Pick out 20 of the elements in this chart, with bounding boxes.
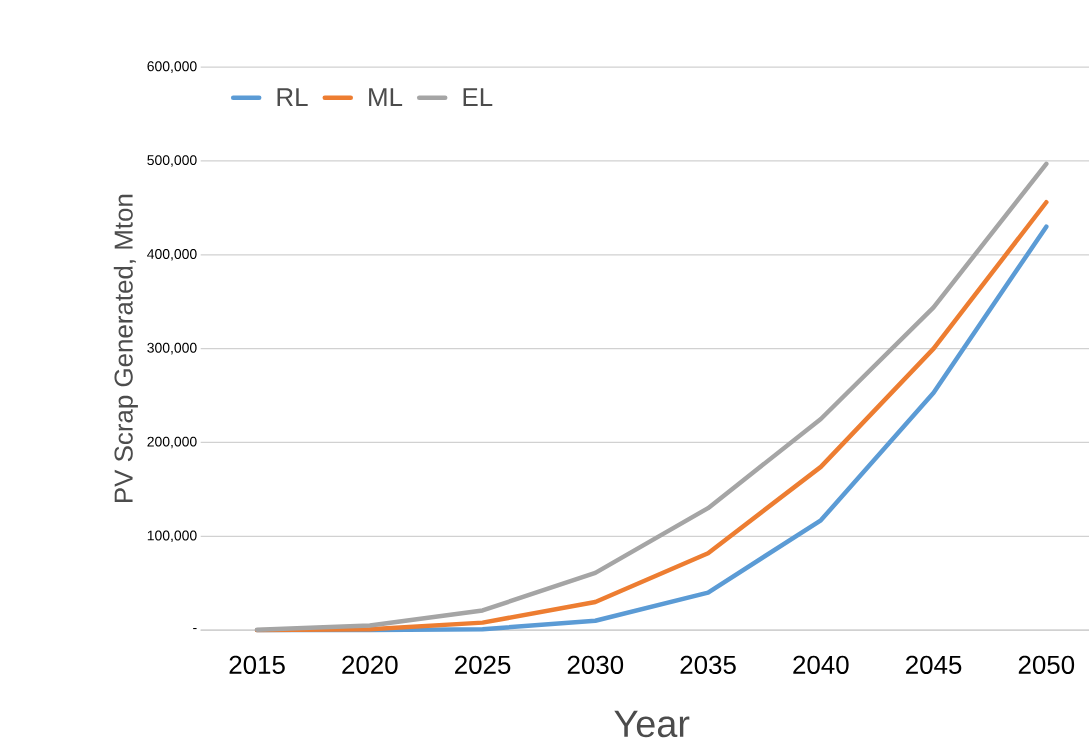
legend-label: RL: [277, 88, 308, 107]
y-tick-label: 600,000: [147, 61, 197, 73]
x-tick-label: 2020: [342, 655, 398, 674]
x-tick-label: 2040: [793, 655, 849, 674]
y-tick-label: 500,000: [147, 155, 197, 167]
y-tick-label: 200,000: [147, 436, 197, 449]
y-axis-title: PV Scrap Generated, Mton: [113, 194, 138, 502]
x-tick-label: 2015: [229, 655, 285, 674]
x-tick-label: 2050: [1018, 655, 1075, 674]
legend-label: EL: [463, 88, 493, 107]
legend-label: ML: [369, 88, 403, 107]
y-tick-label: -: [193, 628, 197, 630]
y-tick-label: 100,000: [147, 530, 197, 543]
x-axis-title: Year: [614, 710, 690, 738]
x-tick-label: 2025: [455, 655, 511, 674]
x-tick-label: 2035: [680, 655, 736, 674]
x-tick-label: 2030: [567, 655, 624, 674]
y-tick-label: 400,000: [147, 249, 197, 261]
y-tick-label: 300,000: [147, 342, 197, 355]
x-tick-label: 2045: [906, 655, 962, 674]
